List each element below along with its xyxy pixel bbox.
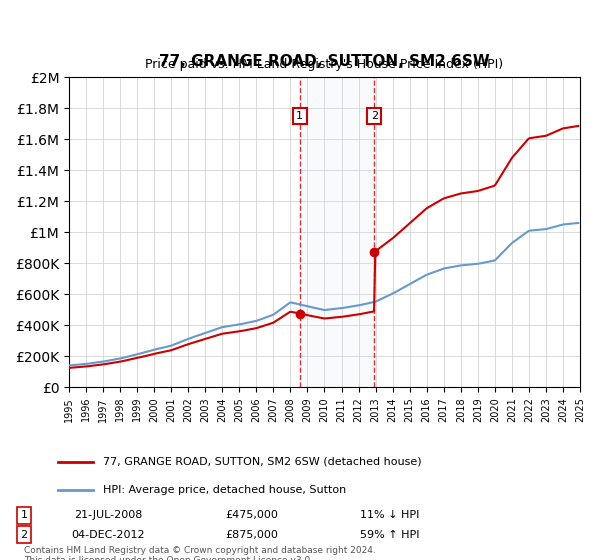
Bar	[300, 77, 374, 387]
Text: £475,000: £475,000	[226, 510, 278, 520]
Text: 77, GRANGE ROAD, SUTTON, SM2 6SW (detached house): 77, GRANGE ROAD, SUTTON, SM2 6SW (detach…	[103, 457, 422, 467]
Text: Contains HM Land Registry data © Crown copyright and database right 2024.
This d: Contains HM Land Registry data © Crown c…	[24, 546, 376, 560]
Text: 2: 2	[371, 111, 378, 121]
Title: 77, GRANGE ROAD, SUTTON, SM2 6SW: 77, GRANGE ROAD, SUTTON, SM2 6SW	[159, 54, 490, 69]
Text: 21-JUL-2008: 21-JUL-2008	[74, 510, 142, 520]
Text: 59% ↑ HPI: 59% ↑ HPI	[360, 530, 420, 540]
Text: Price paid vs. HM Land Registry's House Price Index (HPI): Price paid vs. HM Land Registry's House …	[145, 58, 503, 71]
Text: 1: 1	[20, 510, 28, 520]
Text: £875,000: £875,000	[226, 530, 278, 540]
Text: 11% ↓ HPI: 11% ↓ HPI	[361, 510, 419, 520]
Text: 2: 2	[20, 530, 28, 540]
Text: 1: 1	[296, 111, 303, 121]
Text: 04-DEC-2012: 04-DEC-2012	[71, 530, 145, 540]
Text: HPI: Average price, detached house, Sutton: HPI: Average price, detached house, Sutt…	[103, 485, 347, 495]
